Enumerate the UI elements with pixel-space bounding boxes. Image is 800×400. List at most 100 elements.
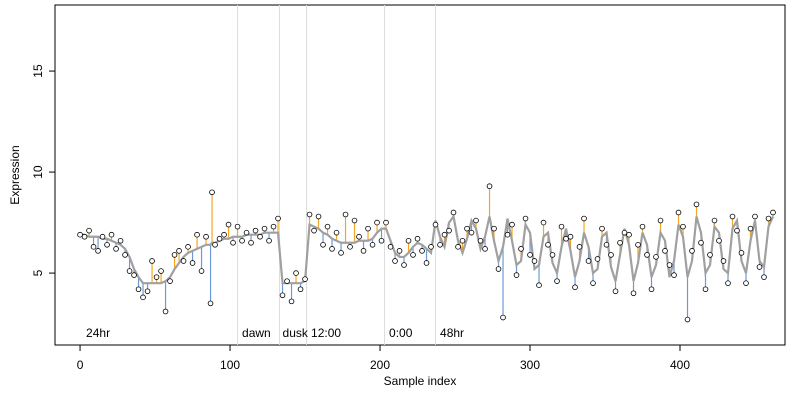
point <box>734 227 740 234</box>
x-tick-label: 0 <box>77 358 84 372</box>
point <box>599 225 605 232</box>
point <box>594 256 601 262</box>
point <box>639 223 646 230</box>
point <box>707 252 713 258</box>
point <box>468 229 475 236</box>
point <box>770 209 776 216</box>
point <box>212 241 218 248</box>
point <box>104 241 110 248</box>
point <box>387 244 394 250</box>
point <box>603 241 610 248</box>
point <box>504 231 511 238</box>
point <box>648 286 655 293</box>
y-tick-label: 5 <box>31 269 45 276</box>
point <box>311 227 317 234</box>
point <box>360 248 367 254</box>
annotation: 0:00 <box>389 326 413 340</box>
x-tick-label: 200 <box>370 358 390 372</box>
point <box>653 254 659 260</box>
point <box>558 223 565 230</box>
point <box>153 274 160 280</box>
point <box>518 246 524 252</box>
point <box>428 244 434 250</box>
point <box>99 233 106 240</box>
point <box>716 237 722 244</box>
point <box>162 308 169 315</box>
annotation: dawn <box>242 326 271 340</box>
point <box>95 248 101 254</box>
point <box>279 292 286 299</box>
point <box>293 270 299 276</box>
point <box>203 233 209 240</box>
point <box>531 258 538 264</box>
point <box>351 217 358 224</box>
point <box>185 244 191 250</box>
annotation: 12:00 <box>311 326 341 340</box>
point <box>684 316 691 323</box>
point <box>743 280 749 286</box>
point <box>545 241 551 248</box>
point <box>288 298 295 305</box>
point <box>536 282 542 289</box>
point <box>585 258 592 264</box>
point <box>266 237 272 244</box>
point <box>513 272 520 278</box>
point <box>608 252 614 258</box>
point <box>167 278 173 284</box>
point <box>302 276 308 282</box>
point <box>522 215 529 222</box>
point <box>509 221 515 228</box>
point <box>666 262 673 268</box>
point <box>230 239 236 246</box>
point <box>329 246 335 252</box>
point <box>261 225 268 232</box>
point <box>257 233 263 240</box>
point <box>576 244 583 250</box>
point <box>77 231 83 238</box>
point <box>86 227 92 234</box>
point <box>338 250 344 256</box>
x-tick-label: 300 <box>520 358 540 372</box>
point <box>396 248 403 254</box>
point <box>333 229 340 236</box>
point <box>644 252 650 258</box>
point <box>419 248 425 254</box>
point <box>680 223 686 230</box>
point <box>437 241 443 248</box>
x-tick-label: 100 <box>220 358 240 372</box>
point <box>275 215 281 222</box>
point <box>761 274 767 280</box>
point <box>126 268 133 274</box>
point <box>365 225 371 232</box>
point <box>495 266 502 272</box>
fitted-line <box>80 213 775 285</box>
point <box>270 223 277 230</box>
x-tick-label: 400 <box>670 358 690 372</box>
point <box>320 241 326 248</box>
point <box>738 250 745 256</box>
plot-frame <box>54 4 786 346</box>
point <box>315 213 322 220</box>
point <box>432 221 439 228</box>
point <box>135 286 142 293</box>
point <box>378 237 385 244</box>
point <box>450 209 457 216</box>
point <box>423 260 430 266</box>
point <box>617 239 623 246</box>
point <box>405 237 412 244</box>
point <box>581 215 587 222</box>
point <box>473 217 479 224</box>
point <box>554 278 560 284</box>
point <box>630 290 637 297</box>
point <box>383 219 389 226</box>
point <box>243 229 250 236</box>
point <box>401 262 407 268</box>
point <box>765 215 772 222</box>
point <box>567 233 574 240</box>
point <box>252 227 259 234</box>
point <box>500 314 506 321</box>
point <box>675 209 682 216</box>
point <box>122 252 128 258</box>
point <box>144 288 151 295</box>
point <box>657 217 664 224</box>
